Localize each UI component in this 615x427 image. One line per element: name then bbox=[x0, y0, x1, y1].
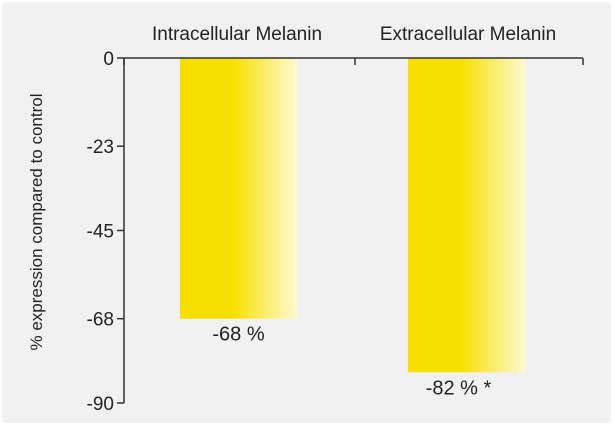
data-label-intracellular: -68 % bbox=[212, 324, 264, 346]
y-tick-label: -23 bbox=[87, 137, 114, 158]
y-tick-label: -90 bbox=[87, 394, 114, 415]
bar-intracellular bbox=[180, 58, 297, 319]
data-label-extracellular: -82 % * bbox=[426, 377, 492, 399]
y-tick-label: -45 bbox=[87, 222, 114, 243]
category-label-extracellular: Extracellular Melanin bbox=[380, 24, 556, 45]
category-label-intracellular: Intracellular Melanin bbox=[152, 24, 322, 45]
y-axis-title: % expression compared to control bbox=[27, 93, 46, 350]
bar-extracellular bbox=[408, 58, 525, 373]
y-tick-label: -68 bbox=[87, 310, 114, 331]
y-tick-label: 0 bbox=[103, 49, 114, 70]
